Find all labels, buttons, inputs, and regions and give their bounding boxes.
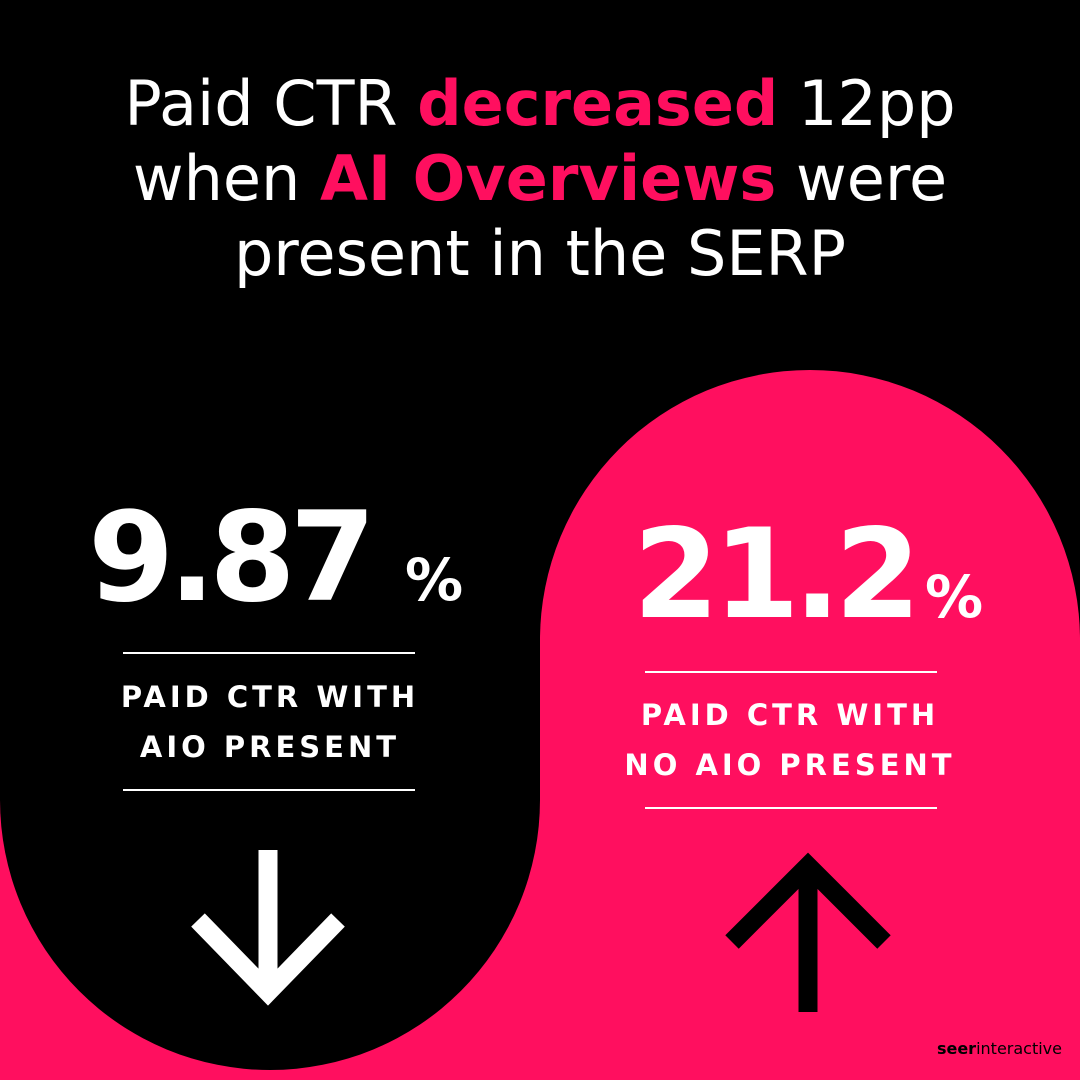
- stat-value: 9.87: [88, 486, 370, 630]
- logo-bold: seer: [937, 1039, 976, 1058]
- headline-accent: decreased: [417, 67, 778, 140]
- headline-text: present in the SERP: [234, 217, 846, 290]
- headline-text: 12pp: [778, 67, 955, 140]
- headline-line: Paid CTR decreased 12pp: [124, 67, 955, 140]
- headline-text: were: [776, 142, 947, 215]
- stat-unit: %: [925, 563, 983, 631]
- headline-text: Paid CTR: [124, 67, 417, 140]
- down-arrow: [191, 850, 345, 1006]
- logo-regular: interactive: [976, 1039, 1062, 1058]
- logo: seerinteractive: [937, 1039, 1062, 1058]
- left-panel: [0, 0, 540, 1070]
- up-arrow: [725, 852, 891, 1012]
- stat-label: AIO PRESENT: [140, 730, 400, 764]
- stat-unit: %: [405, 546, 463, 614]
- stat-label: NO AIO PRESENT: [624, 748, 955, 782]
- right-panel: [540, 370, 1080, 1080]
- headline-text: when: [133, 142, 320, 215]
- headline-line: when AI Overviews were: [133, 142, 947, 215]
- stat-value: 21.2: [633, 503, 915, 647]
- headline-line: present in the SERP: [234, 217, 846, 290]
- headline-accent: AI Overviews: [320, 142, 776, 215]
- stat-label: PAID CTR WITH: [121, 680, 419, 714]
- stat-label: PAID CTR WITH: [641, 698, 939, 732]
